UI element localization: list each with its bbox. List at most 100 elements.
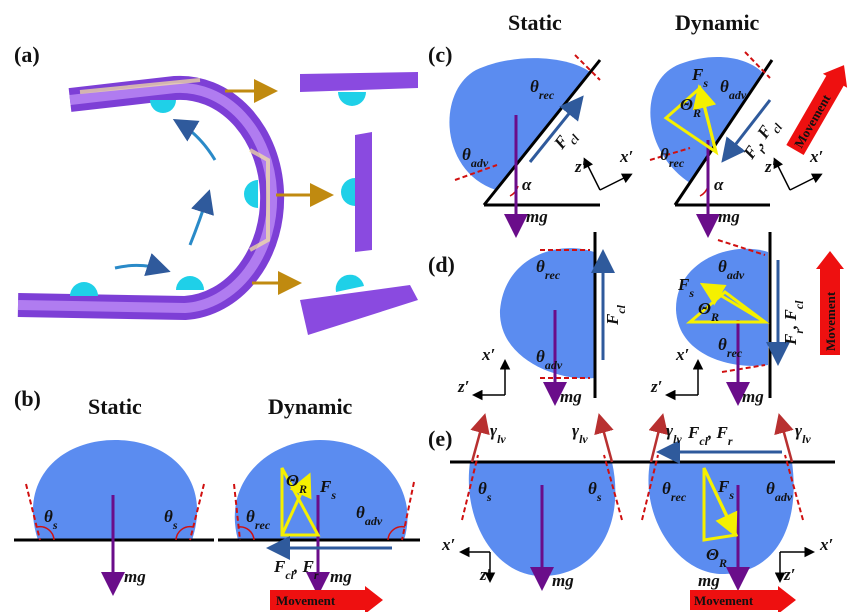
symbol: , F	[293, 557, 315, 576]
subscript: adv	[365, 514, 383, 528]
force-arrow	[528, 95, 584, 163]
symbol-label: x′	[619, 147, 633, 166]
force-arrow	[702, 467, 738, 538]
subscript: lv	[673, 432, 682, 446]
panel-label: (b)	[14, 386, 41, 411]
subscript: s	[728, 488, 734, 502]
symbol: γ	[572, 421, 580, 440]
tension-arrow	[594, 413, 614, 463]
force-arrow	[699, 282, 766, 324]
symbol: x′	[819, 535, 833, 554]
tangent	[189, 483, 205, 541]
movement-shape	[786, 65, 848, 155]
symbol-label: θadv	[536, 347, 563, 372]
axis	[789, 173, 823, 191]
symbol: θ	[588, 479, 597, 498]
tangent	[401, 481, 415, 541]
title: Static	[88, 394, 142, 419]
symbol-label: Fs	[319, 477, 336, 502]
tension-arrow	[774, 413, 794, 463]
title: Static	[508, 10, 562, 35]
symbol: mg	[124, 567, 146, 586]
symbol-label: mg	[742, 387, 764, 406]
tangent	[233, 483, 241, 541]
subscript: cl	[699, 434, 708, 448]
symbol: θ	[530, 77, 539, 96]
symbol-label: Fs	[717, 477, 734, 502]
symbol-label: Fcl	[603, 304, 628, 326]
droplet	[176, 276, 204, 290]
movement-arrow: Movement	[786, 65, 848, 155]
subscript: r	[755, 144, 769, 156]
movement-shape	[816, 251, 844, 355]
panel-a: (a)	[14, 42, 418, 335]
title: Dynamic	[268, 394, 353, 419]
flow-arrow	[172, 118, 217, 161]
subscript: R	[718, 556, 727, 570]
symbol-label: ΘR	[706, 545, 727, 570]
subscript: r	[792, 329, 806, 334]
angle-arc	[387, 525, 406, 541]
symbol-label: γlv	[795, 421, 811, 446]
subscript: s	[688, 286, 694, 300]
symbol: F	[717, 477, 730, 496]
symbol-label: θrec	[662, 479, 687, 504]
symbol: θ	[662, 479, 671, 498]
symbol-label: x′	[819, 535, 833, 554]
symbol-label: θs	[44, 507, 58, 532]
symbol-label: mg	[526, 207, 548, 226]
subscript: R	[710, 310, 719, 324]
subscript: rec	[671, 490, 687, 504]
symbol: θ	[766, 479, 775, 498]
panel-d: (d) θrec Fcl θadv mg x′ z′ θadv Fs ΘR Fr…	[428, 232, 844, 406]
symbol: θ	[660, 145, 669, 164]
subscript: adv	[545, 358, 563, 372]
symbol-label: Fcl, Fr	[687, 423, 733, 448]
force-triangle	[280, 467, 321, 537]
symbol: Θ	[680, 95, 693, 114]
flow-arrow	[188, 189, 214, 246]
subscript: lv	[497, 432, 506, 446]
axis	[599, 173, 633, 191]
symbol: z′	[783, 565, 795, 584]
symbol: θ	[44, 507, 53, 526]
symbol-label: z′	[479, 565, 491, 584]
droplet	[449, 58, 590, 190]
panel-label: (a)	[14, 42, 40, 67]
symbol-label: z′	[764, 157, 776, 176]
symbol: α	[522, 175, 532, 194]
symbol-label: mg	[124, 567, 146, 586]
symbol: z′	[764, 157, 776, 176]
axes	[583, 157, 823, 191]
symbol: , F	[707, 423, 729, 442]
symbol: F	[677, 275, 690, 294]
symbol-label: θadv	[718, 257, 745, 282]
symbol: Θ	[706, 545, 719, 564]
axis	[583, 157, 601, 191]
subscript: lv	[802, 432, 811, 446]
panel-e: (e) γlv γlv θs θs mg x′ z′ γlv γlv Fcl, …	[428, 413, 835, 612]
symbol-label: mg	[718, 207, 740, 226]
subscript: R	[692, 106, 701, 120]
symbol-label: Fr, Fcl	[739, 114, 786, 166]
symbol-label: x′	[441, 535, 455, 554]
transfer-arrows	[225, 79, 334, 295]
symbol-label: θs	[478, 479, 492, 504]
symbol: θ	[718, 335, 727, 354]
symbol-label: γlv	[490, 421, 506, 446]
symbol-label: θrec	[536, 257, 561, 282]
symbol-label: α	[522, 175, 532, 194]
movement-shape	[690, 586, 796, 612]
symbol-label: γlv	[572, 421, 588, 446]
symbol-label: Fs	[691, 65, 708, 90]
symbol-label: ΘR	[286, 471, 307, 496]
symbol-label: z′	[574, 157, 586, 176]
symbol: x′	[619, 147, 633, 166]
subscript: rec	[539, 88, 555, 102]
angle-arc	[237, 526, 255, 541]
subscript: lv	[579, 432, 588, 446]
symbol-label: ΘR	[680, 95, 701, 120]
symbol: F	[319, 477, 332, 496]
subscript: s	[172, 518, 178, 532]
